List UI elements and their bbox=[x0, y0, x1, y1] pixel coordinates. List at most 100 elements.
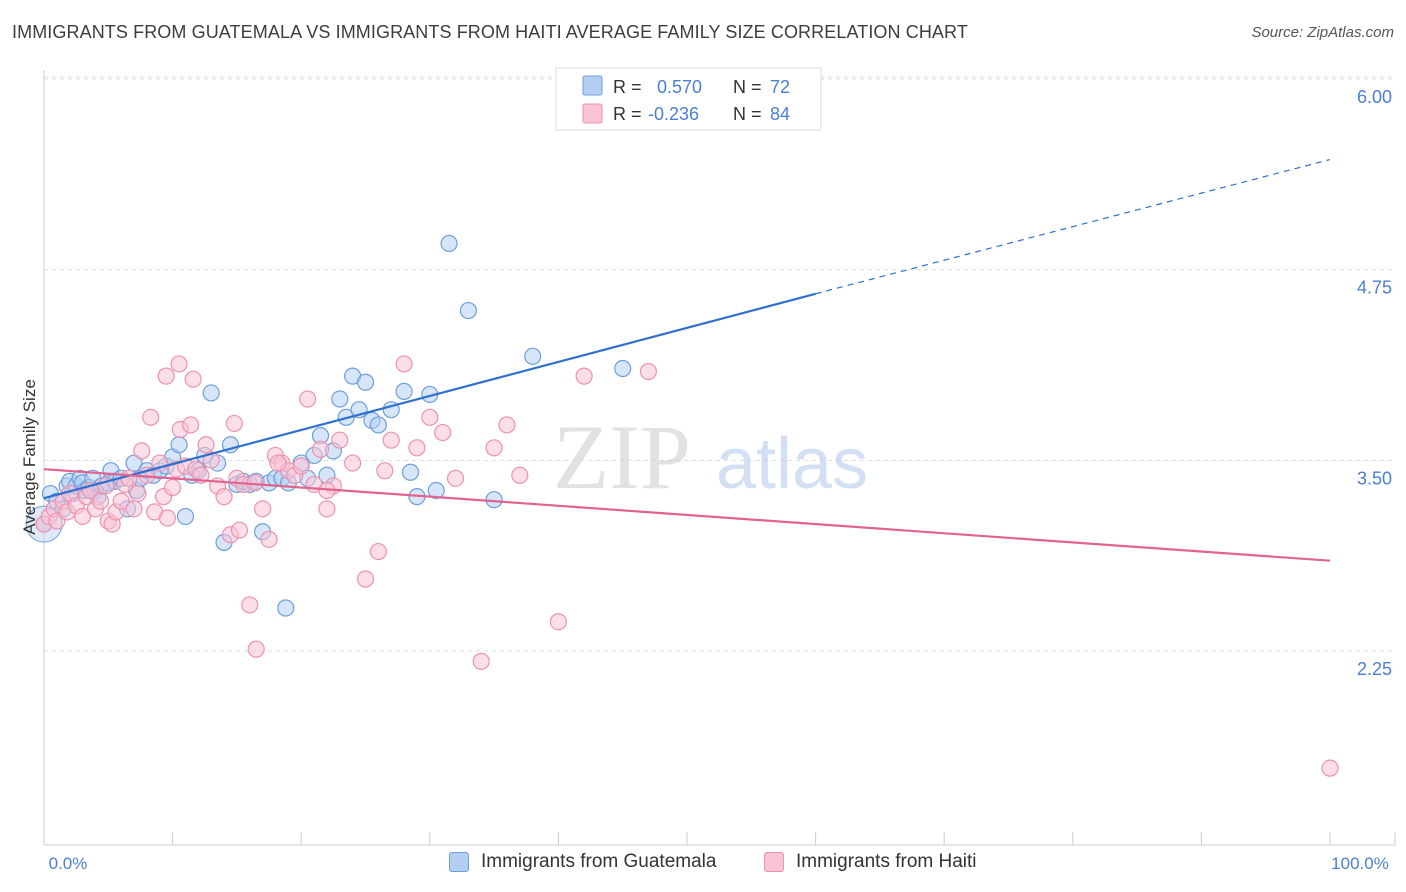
data-point bbox=[524, 347, 542, 365]
data-point bbox=[129, 484, 147, 503]
data-point bbox=[318, 500, 336, 518]
legend-haiti-r-value: -0.236 bbox=[648, 104, 699, 124]
data-point bbox=[157, 367, 175, 385]
data-point bbox=[421, 408, 439, 426]
y-axis-label: Average Family Size bbox=[20, 379, 39, 535]
y-tick-labels: 2.25 3.50 4.75 6.00 bbox=[1357, 87, 1392, 679]
legend-guatemala-r-label: R = bbox=[613, 77, 642, 97]
legend-guatemala-swatch bbox=[582, 75, 603, 96]
x-tick-label-max: 100.0% bbox=[1331, 854, 1389, 873]
y-tick-label: 4.75 bbox=[1357, 278, 1392, 298]
data-point bbox=[472, 652, 490, 670]
grid-lines bbox=[44, 76, 1395, 652]
legend-top: R = 0.570 N = 72 R = -0.236 N = 84 bbox=[555, 67, 822, 131]
data-point bbox=[170, 355, 188, 373]
data-point bbox=[133, 442, 151, 460]
data-point bbox=[299, 390, 317, 408]
data-point bbox=[254, 500, 272, 518]
y-tick-label: 3.50 bbox=[1357, 468, 1392, 488]
trend-line-guatemala-projection bbox=[815, 158, 1331, 295]
data-point bbox=[311, 440, 330, 458]
data-point bbox=[230, 521, 249, 539]
data-point bbox=[639, 362, 658, 381]
data-point bbox=[197, 436, 215, 454]
data-point bbox=[125, 454, 143, 472]
trend-lines bbox=[43, 158, 1331, 562]
data-point bbox=[485, 439, 503, 457]
data-point bbox=[202, 384, 220, 402]
data-point bbox=[269, 454, 287, 472]
series-guatemala bbox=[25, 234, 632, 617]
data-point bbox=[277, 599, 295, 617]
data-point bbox=[331, 390, 349, 408]
data-point bbox=[91, 492, 110, 510]
data-point bbox=[382, 431, 400, 449]
data-point bbox=[247, 640, 265, 658]
legend-swatch-haiti bbox=[764, 852, 784, 872]
data-point bbox=[170, 436, 188, 454]
data-point bbox=[241, 596, 259, 614]
source-credit: Source: ZipAtlas.com bbox=[1251, 24, 1394, 41]
data-point bbox=[356, 373, 375, 391]
trend-line-haiti bbox=[43, 468, 1331, 562]
data-point bbox=[73, 507, 92, 526]
data-point bbox=[158, 509, 177, 527]
data-point bbox=[120, 469, 138, 487]
data-point bbox=[356, 570, 375, 588]
legend-swatch-guatemala bbox=[449, 852, 469, 872]
legend-haiti-n-value: 84 bbox=[770, 104, 790, 124]
data-point bbox=[395, 382, 413, 400]
legend-guatemala-n-label: N = bbox=[733, 77, 762, 97]
data-point bbox=[125, 500, 143, 518]
data-point bbox=[485, 491, 503, 509]
data-point bbox=[164, 478, 182, 497]
y-tick-label: 6.00 bbox=[1357, 87, 1392, 107]
data-point bbox=[1321, 759, 1339, 777]
data-point bbox=[376, 462, 394, 480]
data-point bbox=[182, 416, 200, 434]
legend-label-haiti: Immigrants from Haiti bbox=[796, 851, 977, 872]
data-point bbox=[575, 367, 593, 385]
trend-line-guatemala bbox=[43, 292, 816, 500]
data-point bbox=[344, 454, 362, 472]
data-point bbox=[331, 431, 349, 449]
y-tick-label: 2.25 bbox=[1357, 659, 1392, 679]
axes bbox=[43, 70, 1395, 846]
data-point bbox=[549, 613, 568, 631]
data-point bbox=[260, 530, 278, 548]
watermark: ZIP atlas bbox=[553, 406, 868, 508]
data-point bbox=[225, 414, 243, 433]
x-ticks bbox=[43, 832, 1396, 845]
data-point bbox=[184, 370, 202, 388]
legend-guatemala-r-value: 0.570 bbox=[657, 77, 702, 97]
chart-title: IMMIGRANTS FROM GUATEMALA VS IMMIGRANTS … bbox=[12, 22, 968, 42]
data-point bbox=[498, 416, 516, 434]
x-tick-label-min: 0.0% bbox=[49, 854, 88, 873]
legend-haiti-r-label: R = bbox=[613, 104, 642, 124]
data-point bbox=[112, 492, 130, 510]
data-point bbox=[215, 488, 233, 506]
data-point bbox=[401, 463, 420, 481]
data-point bbox=[614, 359, 632, 378]
data-point bbox=[142, 408, 160, 426]
watermark-atlas: atlas bbox=[716, 424, 868, 504]
legend-guatemala-n-value: 72 bbox=[770, 77, 790, 97]
data-point bbox=[369, 416, 387, 434]
legend-haiti-swatch bbox=[582, 103, 603, 124]
data-point bbox=[440, 234, 458, 253]
data-point bbox=[427, 481, 445, 500]
legend-label-guatemala: Immigrants from Guatemala bbox=[481, 851, 717, 872]
data-point bbox=[176, 507, 195, 526]
legend-haiti-n-label: N = bbox=[733, 104, 762, 124]
data-point bbox=[511, 466, 529, 484]
legend-item-haiti: Immigrants from Haiti bbox=[764, 851, 977, 873]
data-point bbox=[459, 301, 477, 320]
data-point bbox=[395, 355, 413, 373]
data-point bbox=[434, 423, 452, 442]
data-point bbox=[408, 439, 426, 457]
data-point bbox=[369, 542, 387, 561]
data-point bbox=[446, 469, 465, 487]
data-point bbox=[292, 457, 310, 475]
legend-item-guatemala: Immigrants from Guatemala bbox=[449, 851, 716, 873]
